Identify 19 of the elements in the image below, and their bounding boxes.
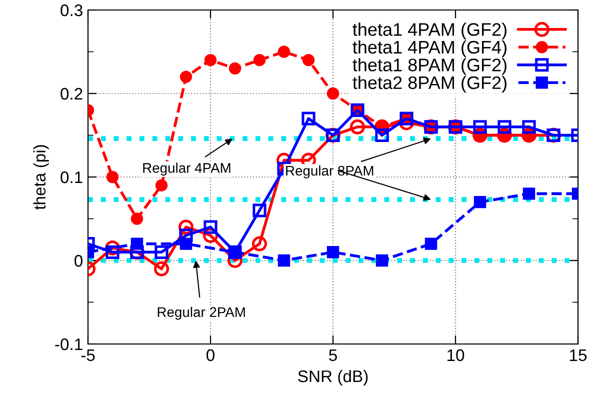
annotation: Regular 2PAM xyxy=(158,306,245,320)
y-axis-title: theta (pi) xyxy=(33,145,49,210)
y-tick-label: 0 xyxy=(74,254,82,267)
legend-label: theta2 8PAM (GF2) xyxy=(352,76,506,93)
x-tick-label: -5 xyxy=(81,349,95,362)
legend-label: theta1 4PAM (GF2) xyxy=(352,22,506,40)
x-tick-label: 0 xyxy=(206,349,214,362)
annotation: Regular 8PAM xyxy=(286,165,374,178)
x-tick-label: 5 xyxy=(329,349,337,362)
annotation: Regular 4PAM xyxy=(143,162,230,176)
legend-label: theta1 4PAM (GF4) xyxy=(352,40,506,58)
y-tick-label: 0.1 xyxy=(60,171,82,184)
y-tick-label: 0.3 xyxy=(60,4,82,16)
x-tick-label: 10 xyxy=(448,349,464,362)
y-tick-label: -0.1 xyxy=(55,338,82,350)
x-tick-label: 15 xyxy=(570,349,587,362)
y-tick-label: 0.2 xyxy=(60,88,82,100)
legend-label: theta1 8PAM (GF2) xyxy=(352,58,506,75)
x-axis-title: SNR (dB) xyxy=(298,370,368,386)
